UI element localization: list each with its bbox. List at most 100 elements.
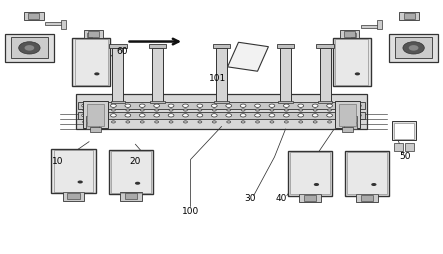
Bar (111, 152, 151, 193)
Bar (51, 149, 96, 193)
Bar (61, 21, 66, 30)
Bar (394, 123, 414, 140)
Bar (214, 102, 229, 104)
Text: 20: 20 (130, 157, 141, 166)
Bar (86, 117, 99, 122)
Circle shape (211, 114, 217, 118)
Circle shape (111, 105, 117, 108)
Circle shape (298, 114, 303, 118)
Circle shape (125, 105, 131, 108)
Bar (86, 124, 99, 130)
Bar (111, 102, 125, 104)
Circle shape (126, 109, 130, 112)
Circle shape (97, 109, 101, 112)
Text: 40: 40 (276, 193, 287, 202)
Bar (404, 14, 415, 20)
Circle shape (140, 109, 144, 112)
Circle shape (169, 121, 173, 124)
Circle shape (241, 121, 245, 124)
Circle shape (357, 109, 361, 112)
Bar (75, 40, 108, 85)
Circle shape (168, 105, 174, 108)
Bar (316, 45, 334, 49)
Circle shape (226, 114, 232, 118)
Circle shape (341, 114, 347, 118)
Bar (109, 150, 153, 195)
Bar (394, 144, 404, 151)
Circle shape (154, 105, 159, 108)
Bar (344, 117, 357, 122)
Bar (361, 25, 381, 28)
Circle shape (126, 121, 130, 124)
Bar (28, 14, 39, 20)
Circle shape (298, 105, 303, 108)
Bar (333, 39, 370, 87)
Bar (338, 105, 356, 126)
Circle shape (355, 73, 360, 76)
Bar (399, 13, 419, 21)
Circle shape (183, 109, 187, 112)
Circle shape (357, 121, 361, 124)
Bar (299, 194, 321, 203)
Bar (87, 105, 105, 126)
Circle shape (211, 105, 217, 108)
Bar (335, 40, 368, 85)
Bar (149, 45, 166, 49)
Bar (5, 35, 54, 62)
Bar (73, 39, 110, 87)
Bar (361, 195, 373, 201)
Circle shape (227, 121, 231, 124)
Bar (279, 102, 292, 104)
Circle shape (212, 109, 216, 112)
Bar (335, 102, 360, 128)
Bar (389, 35, 438, 62)
Bar (213, 45, 230, 49)
Circle shape (240, 114, 246, 118)
Circle shape (82, 121, 86, 124)
Circle shape (326, 105, 332, 108)
Circle shape (168, 114, 174, 118)
Circle shape (198, 109, 202, 112)
Bar (377, 21, 382, 30)
Circle shape (342, 109, 346, 112)
Circle shape (327, 121, 331, 124)
Circle shape (227, 109, 231, 112)
Text: 101: 101 (209, 73, 226, 82)
Circle shape (183, 114, 188, 118)
Circle shape (313, 109, 317, 112)
Bar (152, 49, 163, 103)
Bar (78, 103, 365, 110)
Circle shape (284, 105, 289, 108)
Circle shape (342, 121, 346, 124)
Circle shape (299, 109, 303, 112)
Bar (342, 127, 353, 132)
Circle shape (371, 183, 377, 186)
Circle shape (356, 105, 361, 108)
Circle shape (82, 114, 87, 118)
Circle shape (269, 114, 275, 118)
Circle shape (270, 121, 274, 124)
Circle shape (24, 46, 34, 52)
Circle shape (240, 105, 246, 108)
Bar (319, 49, 331, 103)
Circle shape (140, 121, 144, 124)
Circle shape (403, 43, 424, 55)
Circle shape (82, 109, 86, 112)
Text: 60: 60 (117, 47, 128, 56)
Bar (84, 31, 103, 39)
Text: 30: 30 (245, 193, 256, 202)
Bar (351, 34, 356, 38)
Bar (344, 124, 357, 130)
Circle shape (212, 121, 216, 124)
Bar (216, 49, 227, 103)
Circle shape (284, 114, 289, 118)
Bar (347, 153, 387, 195)
Bar (151, 102, 164, 104)
Circle shape (256, 109, 260, 112)
Bar (109, 45, 127, 49)
Circle shape (299, 121, 303, 124)
Bar (405, 144, 415, 151)
Circle shape (284, 109, 288, 112)
Circle shape (313, 121, 317, 124)
Circle shape (312, 114, 318, 118)
